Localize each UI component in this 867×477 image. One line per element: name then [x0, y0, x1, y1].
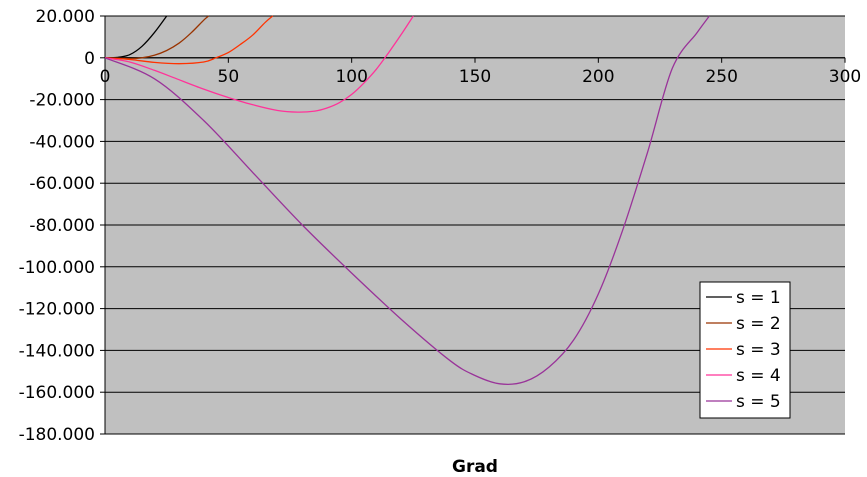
series-line-s5 [104, 15, 710, 386]
y-tick-label: 0 [84, 49, 95, 69]
y-tick-label: -120.000 [19, 300, 95, 320]
legend-label: s = 3 [736, 340, 781, 360]
axes [100, 15, 846, 435]
legend-label: s = 5 [736, 392, 781, 412]
series-lines [104, 15, 710, 386]
series-line-s4 [104, 15, 414, 113]
y-tick-label: 20.000 [36, 7, 95, 27]
x-tick-label: 50 [218, 67, 240, 87]
legend-label: s = 4 [736, 366, 781, 386]
legend: s = 1 s = 2 s = 3 s = 4 s = 5 [699, 281, 791, 419]
series-line-s1 [104, 15, 168, 59]
y-tick-label: -20.000 [29, 91, 95, 111]
legend-box [699, 281, 791, 419]
y-tick-label: -140.000 [19, 341, 95, 361]
x-tick-label: 200 [582, 67, 614, 87]
x-tick-label: 100 [335, 67, 367, 87]
y-tick-label: -80.000 [29, 216, 95, 236]
x-tick-label: 250 [705, 67, 737, 87]
x-tick-label: 0 [100, 67, 111, 87]
series-line-s3 [104, 15, 274, 65]
x-tick-label: 300 [829, 67, 861, 87]
y-tick-label: -60.000 [29, 174, 95, 194]
legend-label: s = 2 [736, 314, 781, 334]
x-tick-labels: 0 50 100 150 200 250 300 [100, 67, 862, 87]
x-tick-label: 150 [459, 67, 491, 87]
y-tick-label: -40.000 [29, 132, 95, 152]
y-tick-label: -180.000 [19, 425, 95, 445]
y-tick-labels: 20.000 0 -20.000 -40.000 -60.000 -80.000 -100.… [19, 7, 95, 445]
y-tick-label: -100.000 [19, 258, 95, 278]
x-axis-title: Grad [452, 457, 498, 477]
y-tick-label: -160.000 [19, 383, 95, 403]
legend-label: s = 1 [736, 288, 781, 308]
